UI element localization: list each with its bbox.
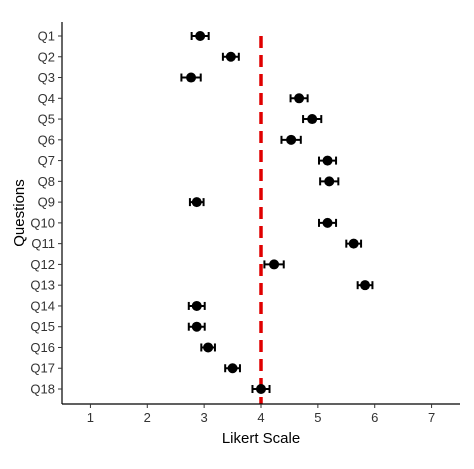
- point-marker: [360, 280, 371, 291]
- x-axis-title: Likert Scale: [222, 430, 300, 447]
- data-point-q14: [187, 300, 206, 311]
- y-tick-label: Q6: [38, 132, 55, 147]
- x-tick-label: 4: [257, 410, 264, 425]
- point-marker: [322, 217, 333, 228]
- y-tick-label: Q3: [38, 70, 55, 85]
- y-axis-title: Questions: [11, 179, 28, 247]
- point-marker: [191, 300, 202, 311]
- data-point-q15: [187, 321, 206, 332]
- x-tick-label: 2: [144, 410, 151, 425]
- y-tick-label: Q7: [38, 153, 55, 168]
- x-tick-label: 3: [201, 410, 208, 425]
- y-tick-label: Q13: [30, 278, 55, 293]
- points-layer: [180, 31, 374, 394]
- y-tick-label: Q4: [38, 91, 55, 106]
- point-marker: [191, 197, 202, 208]
- data-point-q7: [317, 155, 338, 166]
- x-tick-label: 6: [371, 410, 378, 425]
- point-marker: [225, 51, 236, 62]
- data-point-q6: [280, 134, 302, 145]
- y-tick-label: Q15: [30, 319, 55, 334]
- y-tick-label: Q8: [38, 174, 55, 189]
- data-point-q3: [180, 72, 202, 83]
- data-point-q4: [289, 93, 309, 104]
- y-tick-label: Q14: [30, 298, 55, 313]
- data-point-q16: [200, 342, 216, 353]
- y-tick-label: Q16: [30, 340, 55, 355]
- data-point-q17: [224, 363, 241, 374]
- data-point-q10: [317, 217, 338, 228]
- data-point-q5: [302, 114, 323, 125]
- data-point-q13: [356, 280, 374, 291]
- point-marker: [269, 259, 280, 270]
- y-tick-label: Q11: [31, 236, 55, 251]
- data-point-q9: [188, 197, 205, 208]
- x-tick-label: 5: [314, 410, 321, 425]
- point-marker: [195, 31, 206, 41]
- y-tick-label: Q18: [30, 382, 55, 397]
- point-marker: [348, 238, 359, 249]
- y-tick-label: Q1: [38, 29, 55, 44]
- data-point-q2: [221, 51, 240, 62]
- y-tick-label: Q10: [30, 215, 55, 230]
- data-point-q18: [251, 384, 271, 394]
- y-tick-label: Q9: [38, 195, 55, 210]
- x-tick-label: 1: [87, 410, 94, 425]
- data-point-q1: [190, 31, 210, 41]
- point-marker: [324, 176, 335, 187]
- y-tick-label: Q5: [38, 112, 55, 127]
- point-marker: [307, 114, 318, 125]
- point-marker: [322, 155, 333, 166]
- point-marker: [186, 72, 197, 83]
- data-point-q11: [345, 238, 363, 249]
- y-tick-label: Q2: [38, 49, 55, 64]
- point-marker: [203, 342, 214, 353]
- data-point-q8: [319, 176, 340, 187]
- axes-layer: 1 2 3 4 5 6 7 Q1 Q2 Q3 Q4 Q5 Q6 Q7 Q8 Q9 Q10 Q11 Q12 Q13 Q14…: [30, 22, 460, 425]
- data-point-q12: [263, 259, 285, 270]
- point-marker: [294, 93, 305, 104]
- point-marker: [191, 321, 202, 332]
- y-tick-label: Q12: [30, 257, 55, 272]
- point-marker: [256, 384, 266, 394]
- point-marker: [286, 134, 297, 145]
- point-marker: [227, 363, 238, 374]
- x-tick-label: 7: [428, 410, 435, 425]
- y-tick-label: Q17: [30, 361, 55, 376]
